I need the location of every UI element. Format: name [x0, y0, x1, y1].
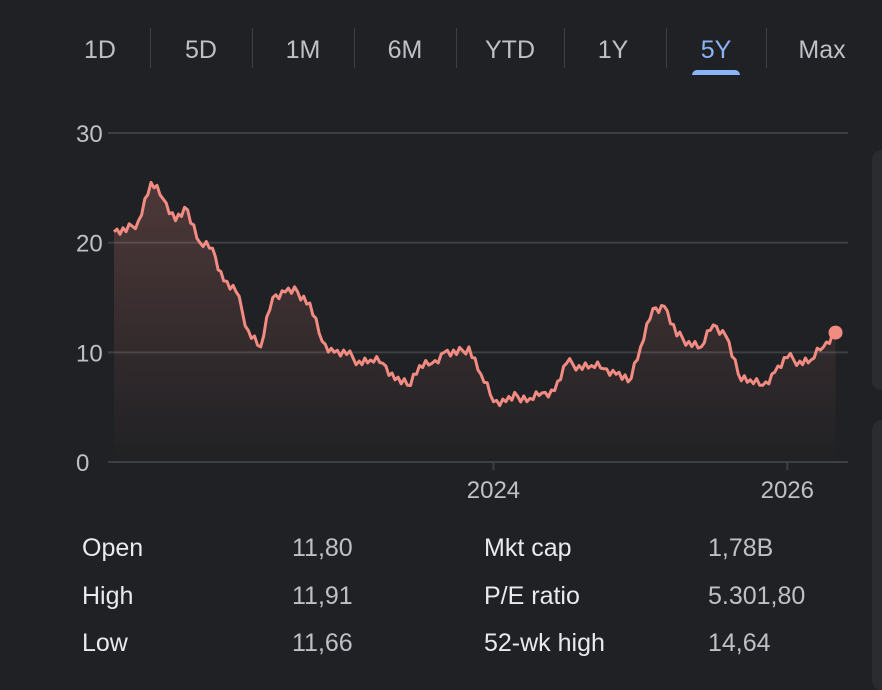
- stat-value-52wk-high: 14,64: [708, 629, 771, 657]
- price-line: [113, 180, 836, 408]
- tab-1m[interactable]: 1M: [270, 24, 336, 80]
- stat-label-high: High: [82, 582, 134, 610]
- tab-underline: [279, 70, 327, 75]
- tab-divider: [456, 28, 457, 68]
- x-tick-label: 2024: [467, 477, 520, 504]
- stat-label-mkt-cap: Mkt cap: [484, 534, 572, 562]
- stat-label-pe-ratio: P/E ratio: [484, 582, 580, 610]
- side-panel-edge: [872, 150, 882, 390]
- tab-label: 6M: [387, 36, 423, 64]
- tab-underline: [589, 70, 637, 75]
- tab-underline: [798, 70, 846, 75]
- tab-divider: [150, 28, 151, 68]
- tab-divider: [252, 28, 253, 68]
- tab-label: Max: [798, 36, 846, 64]
- stat-value-open: 11,80: [292, 534, 353, 562]
- tab-label: 1D: [84, 36, 116, 64]
- stat-value-low: 11,66: [292, 629, 353, 657]
- tab-underline: [381, 70, 429, 75]
- key-stats: Open 11,80 High 11,91 Low 11,66 Mkt cap …: [0, 528, 882, 678]
- last-price-dot: [828, 325, 843, 340]
- tab-underline: [486, 70, 534, 75]
- y-tick-label: 20: [76, 231, 103, 258]
- y-tick-label: 30: [76, 121, 103, 148]
- price-chart[interactable]: 0 10 20 30 2024 2026: [0, 110, 882, 510]
- tab-6m[interactable]: 6M: [372, 24, 438, 80]
- tab-5d[interactable]: 5D: [170, 24, 232, 80]
- tab-underline: [76, 70, 124, 75]
- stat-value-high: 11,91: [292, 582, 353, 610]
- side-panel-edge: [872, 420, 882, 690]
- stat-label-open: Open: [82, 534, 144, 562]
- tab-divider: [354, 28, 355, 68]
- tab-underline: [177, 70, 225, 75]
- stat-label-low: Low: [82, 629, 128, 657]
- tab-label: YTD: [485, 36, 535, 64]
- tab-divider: [766, 28, 767, 68]
- tab-1y[interactable]: 1Y: [582, 24, 644, 80]
- tab-ytd[interactable]: YTD: [474, 24, 546, 80]
- tab-divider: [564, 28, 565, 68]
- price-chart-svg[interactable]: 0 10 20 30 2024 2026: [0, 110, 882, 510]
- price-area: [114, 182, 836, 462]
- tab-max[interactable]: Max: [786, 24, 858, 80]
- stat-value-pe-ratio: 5.301,80: [708, 582, 806, 610]
- tab-label: 1Y: [597, 36, 629, 64]
- x-tick-label: 2026: [761, 477, 814, 504]
- tab-label: 5Y: [700, 36, 732, 64]
- range-tabs: 1D 5D 1M 6M YTD 1Y 5Y Max: [0, 0, 882, 90]
- stat-label-52wk-high: 52-wk high: [484, 629, 605, 657]
- y-tick-label: 0: [76, 450, 89, 477]
- tab-active-indicator: [692, 70, 740, 75]
- tab-divider: [666, 28, 667, 68]
- tab-label: 1M: [285, 36, 321, 64]
- tab-5y[interactable]: 5Y: [684, 24, 748, 80]
- tab-1d[interactable]: 1D: [70, 24, 130, 80]
- y-tick-label: 10: [76, 340, 103, 367]
- stat-value-mkt-cap: 1,78B: [708, 534, 774, 562]
- tab-label: 5D: [185, 36, 217, 64]
